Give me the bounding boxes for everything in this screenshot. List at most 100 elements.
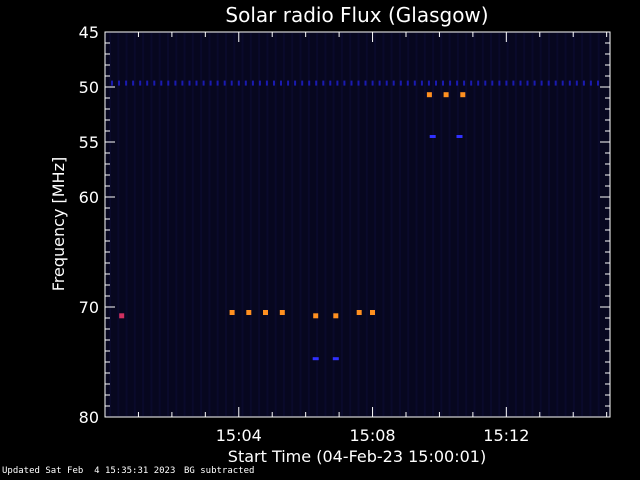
texture-stripe <box>299 33 302 416</box>
band-dot <box>118 80 120 86</box>
texture-stripe <box>597 33 600 416</box>
band-dot <box>364 80 367 86</box>
band-dot <box>442 80 444 86</box>
texture-stripe <box>307 33 310 416</box>
band-dot <box>160 80 163 86</box>
texture-stripe <box>200 33 203 416</box>
texture-stripe <box>349 33 352 416</box>
texture-stripe <box>133 33 136 416</box>
x-axis: 15:04 15:08 15:12 <box>137 32 608 445</box>
texture-stripe <box>324 33 327 416</box>
texture-stripe <box>258 33 261 416</box>
y-axis: 45 50 55 60 70 80 <box>79 23 610 427</box>
texture-stripe <box>465 33 468 416</box>
band-dot <box>456 80 459 86</box>
band-dot <box>343 80 346 86</box>
signal-blip <box>312 357 319 361</box>
band-dot <box>181 80 184 86</box>
texture-stripe <box>539 33 542 416</box>
band-dot <box>202 80 205 86</box>
band-dot <box>230 80 233 86</box>
band-dot <box>561 80 564 86</box>
texture-stripe <box>158 33 161 416</box>
texture-stripe <box>556 33 559 416</box>
texture-stripe <box>523 33 526 416</box>
texture-stripe <box>142 33 145 416</box>
texture-stripe <box>490 33 492 416</box>
bg-subtracted-note: BG subtracted <box>184 466 255 476</box>
texture-stripe <box>332 33 335 416</box>
texture-stripe <box>498 33 501 416</box>
signal-blips <box>119 92 466 361</box>
band-dot <box>575 80 578 86</box>
band-dot <box>280 80 282 86</box>
band-dot <box>491 80 494 86</box>
band-dot <box>216 80 219 86</box>
texture-stripe <box>225 33 227 416</box>
texture-stripe <box>208 33 211 416</box>
band-dot <box>385 80 388 86</box>
band-dot <box>287 80 290 86</box>
y-axis-label: Frequency [MHz] <box>49 157 68 291</box>
band-dot <box>435 80 437 86</box>
texture-stripe <box>175 33 178 416</box>
signal-blip <box>263 310 268 315</box>
band-dot <box>125 80 128 86</box>
texture-stripe <box>448 33 451 416</box>
x-tick-label: 15:12 <box>483 426 529 445</box>
band-dot <box>357 80 360 86</box>
texture-stripe <box>531 33 534 416</box>
texture-stripe <box>374 33 377 416</box>
texture-stripe <box>150 33 153 416</box>
band-dot <box>547 80 550 86</box>
texture-stripe <box>340 33 343 416</box>
texture-stripe <box>514 33 517 416</box>
band-dot <box>273 80 275 86</box>
band-dot <box>420 80 423 86</box>
band-dot <box>582 80 585 86</box>
band-dot <box>167 80 170 86</box>
band-dot <box>413 80 416 86</box>
band-dot <box>477 80 480 86</box>
band-dot <box>463 80 466 86</box>
band-dot <box>554 80 557 86</box>
background-stripes <box>109 33 600 416</box>
texture-stripe <box>432 33 435 416</box>
band-dot <box>132 80 135 86</box>
texture-stripe <box>440 33 443 416</box>
texture-stripe <box>481 33 484 416</box>
y-tick-label: 50 <box>79 78 99 97</box>
band-dot <box>237 80 240 86</box>
band-dot <box>568 80 571 86</box>
texture-stripe <box>456 33 459 416</box>
signal-blip <box>443 92 449 98</box>
texture-stripe <box>291 33 294 416</box>
band-dot <box>526 80 529 86</box>
x-tick-label: 15:04 <box>216 426 262 445</box>
signal-blip <box>332 357 339 361</box>
signal-blip <box>370 310 375 315</box>
band-dot <box>498 80 501 86</box>
texture-stripe <box>415 33 418 416</box>
texture-stripe <box>282 33 285 416</box>
band-dot <box>329 80 332 86</box>
y-tick-label: 45 <box>79 23 99 42</box>
texture-stripe <box>216 33 219 416</box>
signal-blip <box>229 310 235 315</box>
texture-stripe <box>473 33 476 416</box>
signal-blip <box>426 92 432 98</box>
texture-stripe <box>109 33 111 416</box>
texture-stripe <box>572 33 575 416</box>
signal-blip <box>429 135 436 138</box>
signal-blip <box>279 310 285 315</box>
texture-stripe <box>191 33 194 416</box>
band-dot <box>322 80 325 86</box>
signal-blip <box>356 310 362 315</box>
band-dot <box>336 80 339 86</box>
texture-stripe <box>316 33 319 416</box>
band-dot <box>153 80 156 86</box>
texture-stripe <box>506 33 509 416</box>
texture-stripe <box>365 33 368 416</box>
band-dot <box>484 80 487 86</box>
